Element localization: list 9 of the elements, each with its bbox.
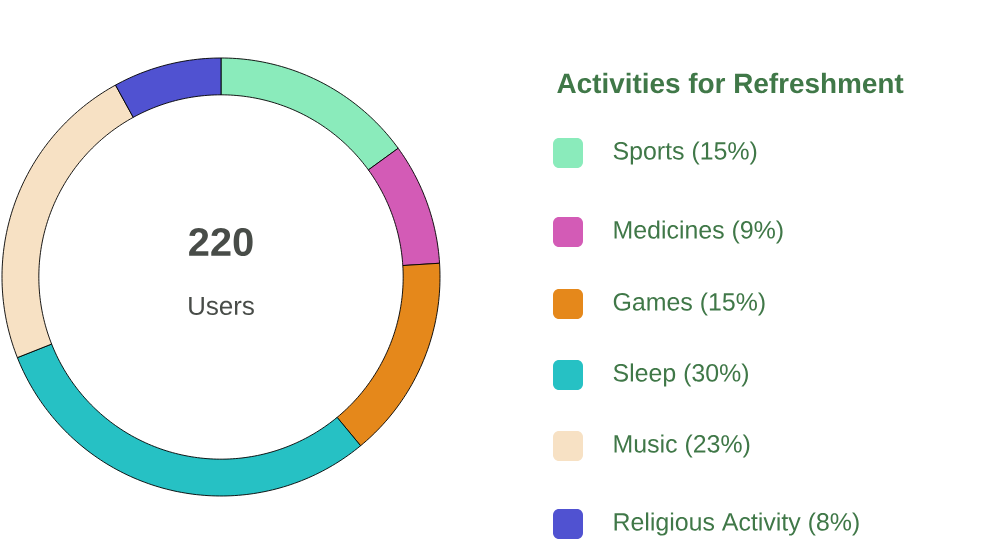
text: Users <box>189 296 254 316</box>
legend-label: Sports (15%) <box>613 141 757 165</box>
legend-label: Medicines (9%) <box>614 220 783 244</box>
legend-title: Activities for Refreshment <box>557 72 904 94</box>
legend-label: Music (23%) <box>614 434 750 458</box>
text: 220 <box>189 227 253 257</box>
legend-label: Religious Activity (8%) <box>614 512 859 536</box>
legend-label: Games (15%) <box>613 292 765 316</box>
legend-label: Sleep (30%) <box>613 363 748 387</box>
